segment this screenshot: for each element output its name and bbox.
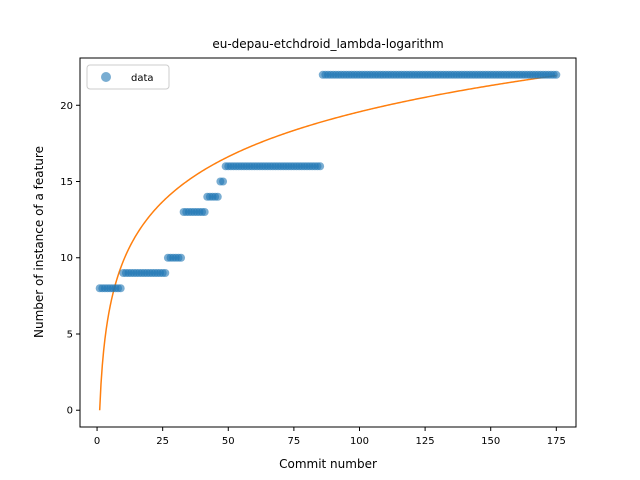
y-tick-label: 10 <box>60 253 73 264</box>
data-point <box>214 193 222 201</box>
y-tick-label: 15 <box>60 177 73 188</box>
x-tick-label: 75 <box>288 436 301 447</box>
data-point <box>316 162 324 170</box>
x-tick-label: 50 <box>222 436 235 447</box>
legend-marker-data <box>101 72 111 82</box>
legend-label-data: data <box>131 73 154 84</box>
legend: data <box>87 65 169 89</box>
data-point <box>117 284 125 292</box>
data-point <box>201 208 209 216</box>
plot-background <box>80 58 576 427</box>
y-axis-label: Number of instance of a feature <box>32 146 46 338</box>
legend-box <box>87 65 169 89</box>
x-tick-label: 150 <box>481 436 500 447</box>
x-tick-label: 175 <box>547 436 566 447</box>
data-point <box>219 178 227 186</box>
x-axis: 0 25 50 75 100 125 150 175 <box>94 427 566 447</box>
x-tick-label: 100 <box>350 436 369 447</box>
x-axis-label: Commit number <box>279 457 377 471</box>
data-point <box>552 71 560 79</box>
x-tick-label: 25 <box>156 436 169 447</box>
chart-title: eu-depau-etchdroid_lambda-logarithm <box>212 37 443 51</box>
data-point <box>177 254 185 262</box>
data-point <box>161 269 169 277</box>
y-tick-label: 5 <box>67 329 73 340</box>
y-axis: 0 5 10 15 20 <box>60 101 80 417</box>
y-tick-label: 0 <box>67 406 73 417</box>
x-tick-label: 0 <box>94 436 100 447</box>
y-tick-label: 20 <box>60 101 73 112</box>
x-tick-label: 125 <box>416 436 435 447</box>
